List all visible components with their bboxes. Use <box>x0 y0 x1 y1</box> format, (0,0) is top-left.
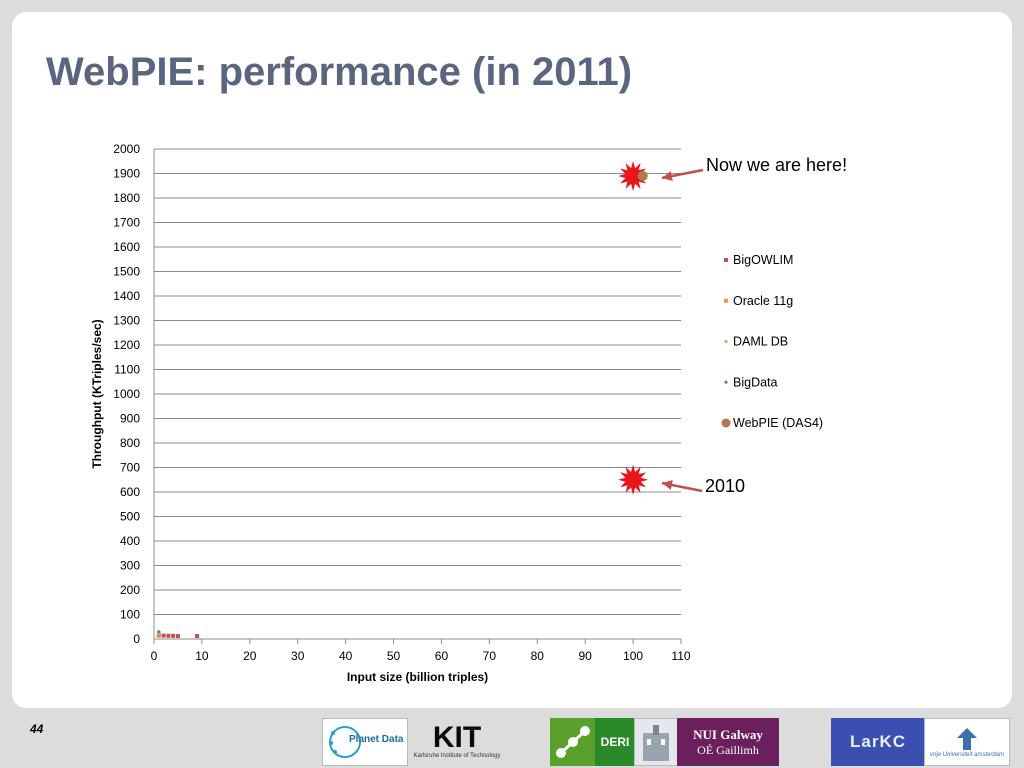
nui-galway-line2: OÉ Gaillimh <box>697 742 759 757</box>
network-logo <box>550 718 596 766</box>
legend-marker <box>724 258 728 262</box>
data-point <box>156 629 161 634</box>
arrow-now-head <box>662 171 673 181</box>
x-tick-label: 50 <box>387 649 401 663</box>
legend-label: DAML DB <box>733 335 788 349</box>
y-tick-label: 1900 <box>113 167 140 181</box>
larkc-logo-text: LarKC <box>849 732 906 751</box>
griffin-icon <box>957 728 977 750</box>
x-tick-label: 40 <box>339 649 353 663</box>
x-tick-label: 70 <box>483 649 497 663</box>
deri-logo: DERI <box>595 718 635 766</box>
planetdata-logo-text: Planet Data <box>349 734 404 745</box>
x-tick-label: 80 <box>531 649 545 663</box>
y-tick-label: 1500 <box>113 265 140 279</box>
nui-galway-line1: NUI Galway <box>693 726 763 742</box>
legend-label: BigOWLIM <box>733 253 793 267</box>
y-tick-label: 1400 <box>113 289 140 303</box>
nui-building-logo <box>634 718 678 766</box>
y-tick-label: 700 <box>120 461 140 475</box>
x-axis-title: Input size (billion triples) <box>347 670 488 684</box>
planetdata-logo: Planet Data <box>322 718 408 766</box>
page-number: 44 <box>30 722 44 736</box>
y-tick-label: 0 <box>133 632 140 646</box>
y-tick-label: 1100 <box>114 363 140 377</box>
y-tick-label: 2000 <box>113 142 140 156</box>
data-point <box>195 634 200 639</box>
x-tick-label: 0 <box>151 649 158 663</box>
larkc-logo: LarKC <box>831 718 925 766</box>
x-tick-label: 60 <box>435 649 449 663</box>
y-tick-label: 800 <box>120 436 140 450</box>
nui-galway-logo: NUI Galway OÉ Gaillimh <box>677 718 779 766</box>
y-tick-label: 500 <box>120 510 140 524</box>
kit-logo-text: KIT <box>432 721 482 754</box>
data-point <box>161 633 166 638</box>
y-axis-title: Throughput (KTriples/sec) <box>90 319 104 468</box>
planetdata-logo-mark <box>329 726 361 758</box>
vu-logo-text: vrije Universiteit amsterdam <box>929 752 1005 758</box>
x-tick-label: 10 <box>195 649 209 663</box>
y-tick-label: 400 <box>120 534 140 548</box>
highlight-star-now <box>618 161 649 191</box>
data-point <box>166 633 171 638</box>
y-tick-label: 600 <box>120 485 140 499</box>
arrow-2010-head <box>662 480 673 490</box>
data-point <box>171 633 176 638</box>
y-tick-label: 1200 <box>113 338 140 352</box>
y-tick-label: 1700 <box>113 216 140 230</box>
y-tick-label: 200 <box>120 583 140 597</box>
data-point <box>175 634 180 639</box>
y-tick-label: 900 <box>120 412 140 426</box>
legend-label: Oracle 11g <box>733 294 793 308</box>
annotation-2010: 2010 <box>705 476 746 496</box>
legend-label: BigData <box>733 375 778 389</box>
kit-logo: KIT Karlsruhe Institute of Technology <box>408 716 506 766</box>
network-icon <box>556 726 590 758</box>
legend-label: WebPIE (DAS4) <box>733 416 823 430</box>
x-tick-label: 20 <box>243 649 257 663</box>
kit-logo-subtext: Karlsruhe Institute of Technology <box>413 753 501 759</box>
legend-marker <box>724 339 728 344</box>
y-tick-label: 1300 <box>113 314 140 328</box>
x-tick-label: 30 <box>291 649 305 663</box>
vu-amsterdam-logo: vrije Universiteit amsterdam <box>924 718 1010 766</box>
data-point <box>637 170 648 181</box>
legend-marker <box>721 418 731 428</box>
y-tick-label: 1600 <box>113 240 140 254</box>
x-tick-label: 90 <box>579 649 593 663</box>
y-tick-label: 100 <box>120 608 140 622</box>
y-tick-label: 1800 <box>113 191 140 205</box>
slide-background <box>12 12 1012 708</box>
x-tick-label: 110 <box>671 649 690 663</box>
x-tick-label: 100 <box>623 649 643 663</box>
y-tick-label: 300 <box>120 559 140 573</box>
legend-marker <box>724 380 728 385</box>
highlight-star-2010 <box>618 464 649 495</box>
annotation-now-we-are-here: Now we are here! <box>706 155 848 175</box>
legend-marker <box>724 298 728 303</box>
y-tick-label: 1000 <box>113 387 140 401</box>
building-icon <box>643 725 669 761</box>
slide-title: WebPIE: performance (in 2011) <box>46 50 633 94</box>
